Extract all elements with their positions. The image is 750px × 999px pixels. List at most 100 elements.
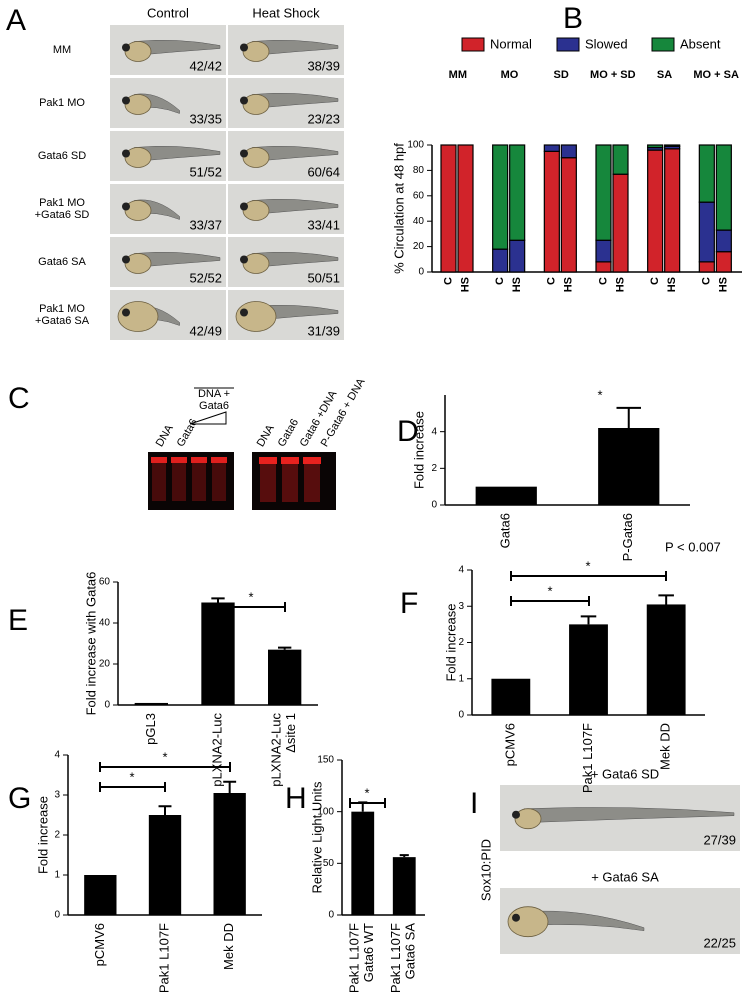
significance-bracket	[510, 596, 590, 606]
legend-label: Normal	[490, 36, 532, 51]
x-tick-label: HS	[563, 277, 575, 292]
bar	[84, 875, 117, 915]
bar	[392, 857, 416, 915]
significance-bracket	[349, 798, 386, 808]
embryo-count: 38/39	[307, 58, 340, 73]
embryo-count: 33/37	[189, 217, 222, 232]
x-tick-label: Mek DD	[658, 723, 673, 770]
embryo-tail	[251, 251, 339, 268]
bar	[491, 678, 531, 715]
x-tick-label: pCMV6	[502, 723, 517, 766]
side-label: Sox10:PID	[478, 839, 493, 901]
y-tick-label: 4	[431, 426, 437, 437]
x-tick-label: C	[494, 277, 506, 285]
y-axis-label: % Circulation at 48 hpf	[391, 143, 406, 274]
row-label: Pak1 MO +Gata6 SA	[35, 303, 90, 327]
y-tick-label: 2	[458, 637, 464, 648]
group-label: MO + SA	[693, 69, 739, 81]
gel-smear	[192, 463, 206, 501]
column-header: Heat Shock	[252, 5, 320, 20]
embryo-eye	[512, 913, 520, 922]
bar-segment	[715, 229, 732, 253]
error-bar	[658, 594, 674, 605]
x-tick-label: C	[442, 277, 454, 285]
gel-smear	[212, 463, 226, 501]
y-tick-label: 0	[104, 700, 110, 711]
x-tick-label: Pak1 L107FGata6 SA	[389, 923, 418, 993]
x-tick-label: pLXNA2-Luc	[209, 713, 224, 787]
embryo-tail	[251, 92, 339, 109]
embryo-tail	[523, 910, 645, 931]
y-tick-label: 2	[431, 463, 437, 474]
y-tick-label: 100	[317, 806, 334, 817]
row-label: MM	[53, 44, 71, 56]
bar-segment	[509, 144, 526, 241]
y-tick-label: 100	[407, 140, 424, 151]
row-label: Pak1 MO +Gata6 SD	[35, 197, 90, 221]
y-axis-label: Fold increase	[411, 411, 426, 489]
y-tick-label: 0	[328, 910, 334, 921]
bar-segment	[457, 144, 474, 273]
x-tick-label: HS	[511, 277, 523, 292]
bar	[351, 811, 375, 915]
y-tick-label: 0	[54, 910, 60, 921]
error-bar	[278, 646, 292, 650]
embryo-eye	[122, 96, 130, 105]
panel-letter: C	[8, 382, 30, 415]
y-tick-label: 4	[54, 750, 60, 761]
panel-letter: A	[6, 4, 26, 37]
embryo-count: 33/41	[307, 217, 340, 232]
bar-segment	[664, 148, 681, 273]
panel-letter: B	[563, 2, 583, 35]
bar-segment	[543, 150, 560, 273]
embryo-tail	[251, 145, 339, 162]
y-tick-label: 40	[413, 216, 425, 227]
embryo-yolk	[242, 147, 270, 168]
panel-letter: F	[400, 587, 418, 620]
x-tick-label: Pak1 L107F	[156, 923, 171, 993]
embryo-count: 22/25	[703, 935, 736, 950]
embryo-tail	[251, 198, 339, 215]
bar-segment	[509, 239, 526, 273]
embryo-count: 60/64	[307, 164, 340, 179]
significance-bracket	[510, 571, 667, 581]
annotation: *	[585, 558, 590, 573]
y-tick-label: 60	[99, 577, 111, 588]
embryo-tail	[133, 39, 221, 56]
y-tick-label: 50	[323, 858, 335, 869]
bar-segment	[595, 144, 612, 241]
embryo-yolk	[242, 200, 270, 221]
y-tick-label: 80	[413, 165, 425, 176]
x-tick-label: pLXNA2-LucΔsite 1	[269, 713, 298, 787]
embryo-yolk	[235, 301, 277, 332]
embryo-yolk	[124, 94, 152, 115]
significance-bracket	[99, 782, 166, 792]
x-tick-label: C	[701, 277, 713, 285]
bar-segment	[560, 144, 577, 159]
group-label: SD	[554, 69, 569, 81]
legend-swatch	[461, 37, 485, 52]
gel-band	[171, 457, 187, 463]
annotation: *	[364, 785, 369, 800]
embryo-count: 23/23	[307, 111, 340, 126]
panel-letter: D	[397, 415, 419, 448]
significance-bracket	[217, 602, 286, 612]
panel-letter: G	[8, 782, 31, 815]
bar	[134, 702, 168, 705]
embryo-count: 42/49	[189, 323, 222, 338]
legend-label: Slowed	[585, 36, 628, 51]
gel-smear	[282, 464, 298, 502]
bar-segment	[612, 144, 629, 175]
y-tick-label: 0	[418, 267, 424, 278]
lane-label: DNA + Gata6	[198, 388, 230, 412]
embryo-eye	[122, 255, 130, 264]
error-bar	[580, 615, 597, 625]
embryo-yolk	[242, 253, 270, 274]
y-axis-label: Fold increase	[35, 796, 50, 874]
embryo-eye	[240, 149, 248, 158]
y-tick-label: 3	[458, 601, 464, 612]
embryo-eye	[240, 96, 248, 105]
annotation: *	[162, 749, 167, 764]
bar-segment	[492, 248, 509, 273]
row-label: Gata6 SD	[38, 150, 86, 162]
